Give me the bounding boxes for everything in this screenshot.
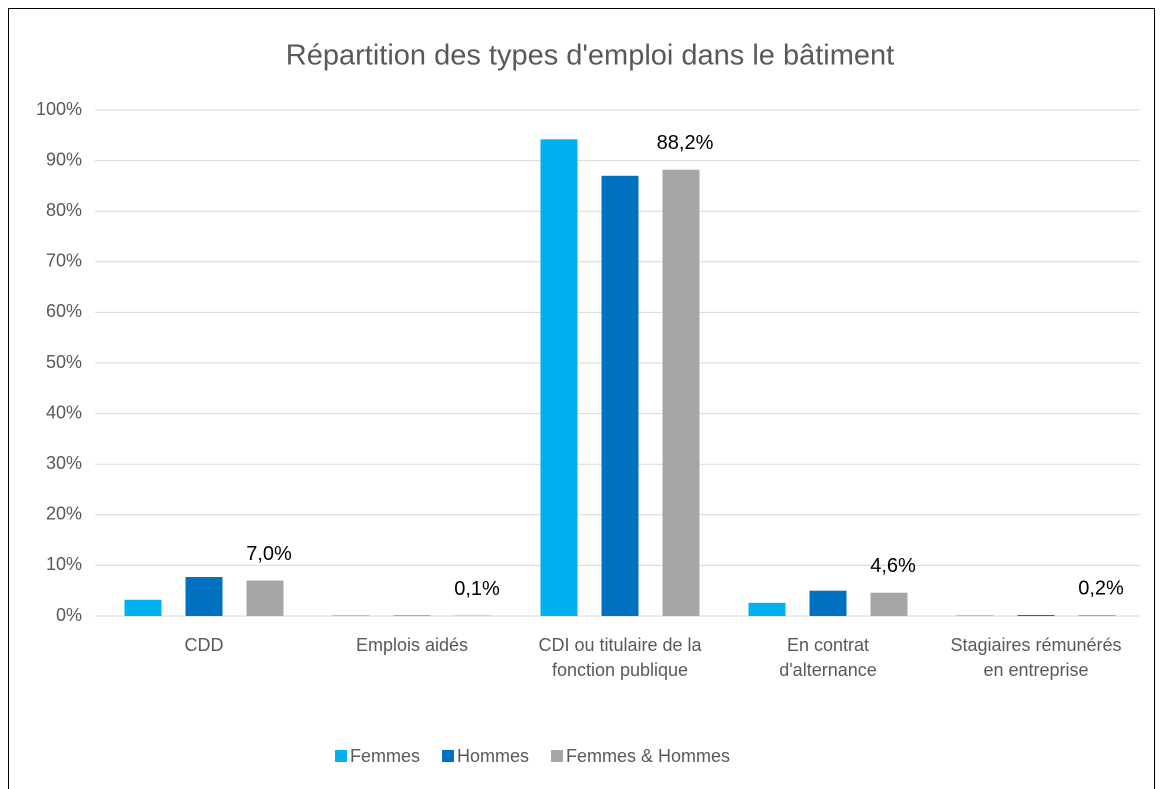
bar (870, 592, 908, 616)
bar (454, 615, 492, 616)
bar (601, 175, 639, 616)
data-label: 88,2% (657, 132, 714, 154)
data-label: 0,1% (454, 578, 500, 600)
x-tick-label: CDI ou titulaire de la fonction publique (538, 635, 702, 680)
y-tick-label: 90% (46, 149, 82, 169)
x-tick-label: CDD (185, 635, 224, 655)
data-label: 7,0% (246, 543, 292, 565)
bar (540, 139, 578, 616)
bar (393, 615, 431, 616)
x-tick-label: Stagiaires rémunérés en entreprise (950, 635, 1121, 680)
y-tick-label: 20% (46, 504, 82, 524)
data-label: 4,6% (870, 555, 916, 577)
bar (246, 580, 284, 616)
bar (1078, 614, 1116, 616)
x-tick-label-line: fonction publique (552, 660, 688, 680)
y-tick-label: 50% (46, 352, 82, 372)
x-tick-label-line: Emplois aidés (356, 635, 468, 655)
x-tick-label-line: CDD (185, 635, 224, 655)
y-tick-label: 30% (46, 453, 82, 473)
x-tick-label-line: d'alternance (779, 660, 877, 680)
x-tick-label-line: en entreprise (983, 660, 1088, 680)
x-tick-label-line: Stagiaires rémunérés (950, 635, 1121, 655)
x-tick-label-line: CDI ou titulaire de la (538, 635, 702, 655)
x-tick-label: Emplois aidés (356, 635, 468, 655)
bar (185, 577, 223, 616)
legend-label: Femmes (350, 746, 420, 766)
legend-label: Femmes & Hommes (566, 746, 730, 766)
bar (1017, 614, 1055, 616)
bar (809, 590, 847, 616)
y-tick-label: 10% (46, 554, 82, 574)
bar (748, 602, 786, 616)
legend-swatch (335, 750, 347, 762)
legend-swatch (442, 750, 455, 762)
bar (332, 615, 370, 616)
legend-label: Hommes (457, 746, 529, 766)
x-tick-label-line: En contrat (787, 635, 869, 655)
chart-border (8, 8, 1155, 789)
legend-swatch (551, 750, 564, 762)
y-tick-label: 40% (46, 402, 82, 422)
bar (124, 599, 162, 616)
y-tick-label: 70% (46, 251, 82, 271)
y-tick-label: 60% (46, 301, 82, 321)
data-label: 0,2% (1078, 577, 1124, 599)
y-tick-label: 80% (46, 200, 82, 220)
bar (662, 169, 700, 616)
y-tick-label: 0% (56, 605, 82, 625)
chart-title: Répartition des types d'emploi dans le b… (286, 40, 894, 72)
y-tick-label: 100% (36, 99, 82, 119)
bar (956, 615, 994, 616)
x-tick-label: En contrat d'alternance (779, 635, 877, 680)
